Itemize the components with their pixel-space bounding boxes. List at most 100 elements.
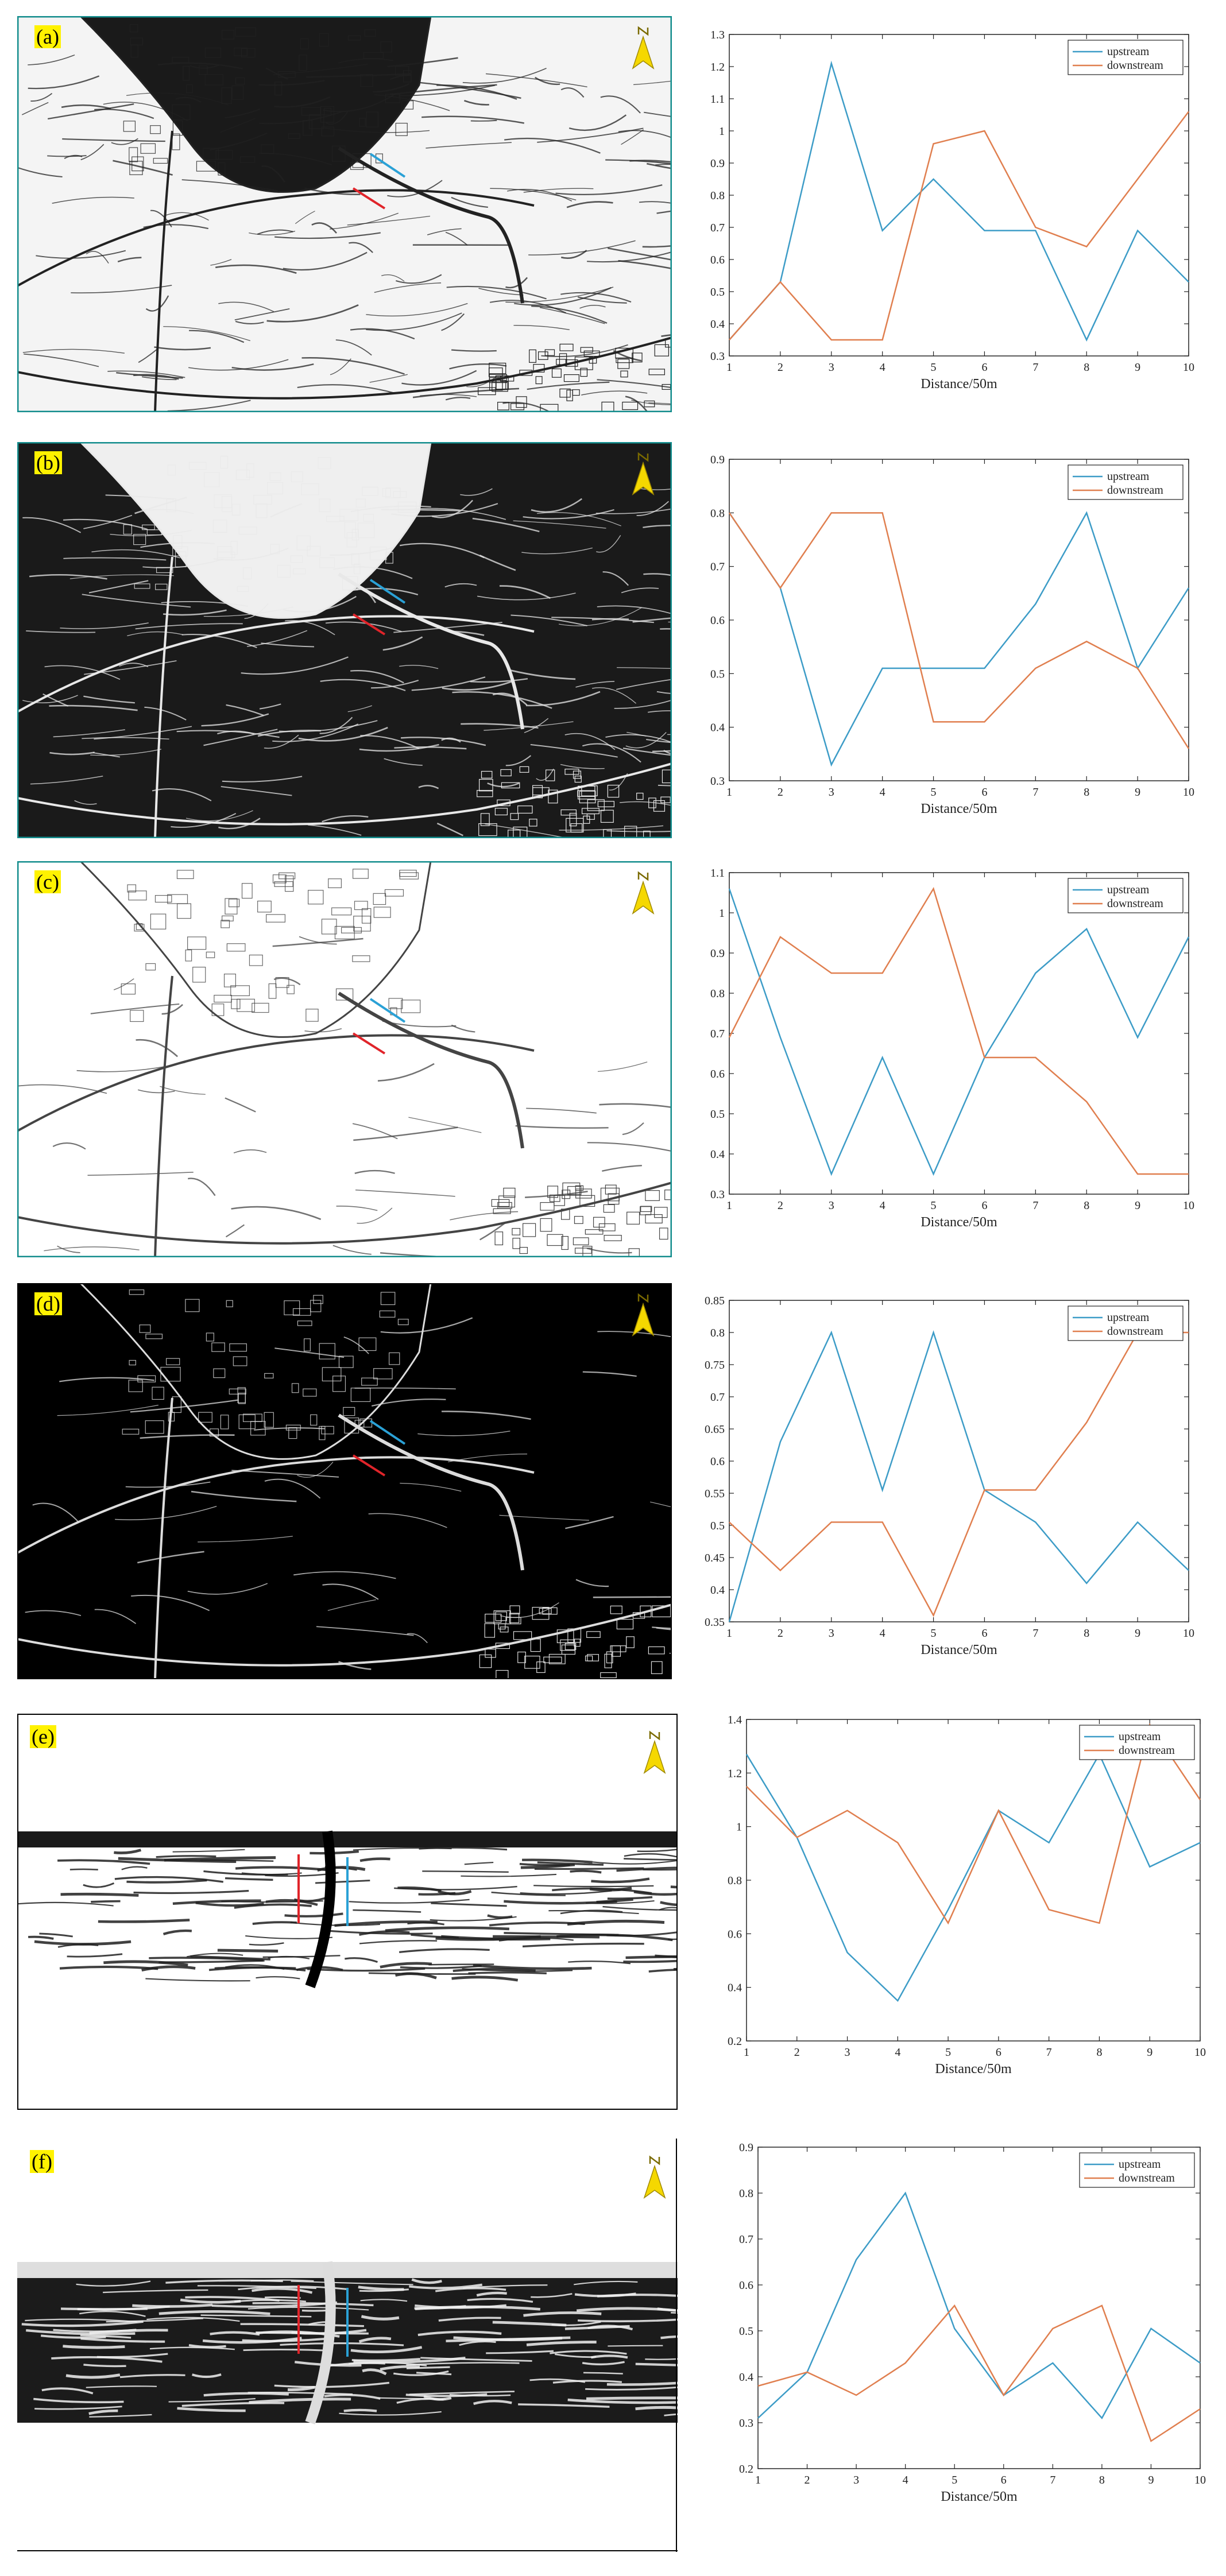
plot-area bbox=[746, 1719, 1201, 2042]
x-tick-label: 2 bbox=[778, 786, 783, 799]
x-tick-label: 2 bbox=[778, 1627, 783, 1640]
x-tick-label: 4 bbox=[880, 786, 885, 799]
y-tick-label: 0.5 bbox=[710, 1520, 725, 1532]
upstream-marker bbox=[369, 579, 406, 604]
bridge bbox=[305, 1830, 336, 1989]
y-tick-label: 1.3 bbox=[710, 29, 725, 41]
y-tick-label: 1 bbox=[719, 125, 725, 138]
y-tick-label: 0.7 bbox=[710, 222, 725, 234]
remote-sensing-image bbox=[17, 442, 672, 838]
remote-sensing-image bbox=[17, 2139, 678, 2552]
x-tick-label: 9 bbox=[1148, 2474, 1154, 2486]
y-tick-label: 0.4 bbox=[710, 1148, 725, 1161]
x-tick-label: 8 bbox=[1084, 786, 1089, 799]
upstream-marker bbox=[369, 1420, 406, 1445]
x-tick-label: 8 bbox=[1099, 2474, 1105, 2486]
y-tick-label: 0.9 bbox=[710, 157, 725, 170]
x-tick-label: 6 bbox=[1001, 2474, 1007, 2486]
x-tick-label: 1 bbox=[755, 2474, 761, 2486]
legend-label: downstream bbox=[1119, 1744, 1175, 1757]
x-axis-label: Distance/50m bbox=[921, 1215, 997, 1230]
river-bank-upper bbox=[17, 189, 535, 287]
y-tick-label: 0.3 bbox=[710, 350, 725, 363]
x-tick-label: 5 bbox=[945, 2046, 951, 2059]
line-chart: 0.35 0.4 0.45 0.5 0.55 0.6 0.65 0.7 0.75 0.8 0.85 1… bbox=[705, 1295, 1194, 1657]
y-tick-label: 1.4 bbox=[728, 1714, 742, 1726]
x-tick-label: 3 bbox=[829, 1199, 834, 1212]
river-bank-lower bbox=[17, 1603, 672, 1667]
plot-area bbox=[729, 459, 1189, 781]
y-tick-label: 0.7 bbox=[710, 1028, 725, 1040]
line-chart: 0.3 0.4 0.5 0.6 0.7 0.8 0.9 1 2 3 4 5 6 7 8 9 10 Distance… bbox=[710, 454, 1194, 816]
upstream-marker bbox=[369, 153, 406, 178]
chart-panel: 0.2 0.4 0.6 0.8 1 1.2 1.4 1 2 3 4 5 6 7 8 9 10 Distance/5… bbox=[724, 1714, 1206, 2081]
x-tick-label: 5 bbox=[931, 361, 937, 374]
series-line-downstream bbox=[729, 1331, 1189, 1617]
x-tick-label: 9 bbox=[1135, 786, 1140, 799]
y-tick-label: 0.2 bbox=[728, 2035, 742, 2048]
x-axis-label: Distance/50m bbox=[921, 1643, 997, 1657]
series-line-downstream bbox=[729, 111, 1189, 341]
x-tick-label: 5 bbox=[931, 1627, 937, 1640]
y-tick-label: 0.85 bbox=[705, 1295, 725, 1307]
x-tick-label: 9 bbox=[1147, 2046, 1152, 2059]
x-tick-label: 9 bbox=[1135, 361, 1140, 374]
line-chart: 0.3 0.4 0.5 0.6 0.7 0.8 0.9 1 1.1 1 2 3 4 5 6 7 8 9 10 Dist… bbox=[710, 867, 1194, 1230]
series-line-downstream bbox=[728, 886, 1189, 1175]
legend-label: downstream bbox=[1107, 1325, 1163, 1338]
y-tick-label: 0.8 bbox=[728, 1874, 742, 1887]
legend-label: downstream bbox=[1107, 484, 1163, 497]
x-tick-label: 7 bbox=[1032, 1199, 1038, 1212]
y-tick-label: 0.5 bbox=[710, 1108, 725, 1121]
x-tick-label: 10 bbox=[1183, 1199, 1194, 1212]
x-tick-label: 1 bbox=[726, 1199, 732, 1212]
line-chart: 0.2 0.3 0.4 0.5 0.6 0.7 0.8 0.9 1 2 3 4 5 6 7 8 9 10 Dista… bbox=[739, 2141, 1206, 2504]
legend-label: upstream bbox=[1107, 45, 1150, 58]
plot-area bbox=[729, 1300, 1189, 1622]
x-tick-label: 7 bbox=[1032, 361, 1038, 374]
x-tick-label: 3 bbox=[829, 786, 834, 799]
y-tick-label: 0.9 bbox=[710, 454, 725, 466]
bridge bbox=[338, 1413, 524, 1571]
x-tick-label: 3 bbox=[853, 2474, 859, 2486]
x-tick-label: 5 bbox=[952, 2474, 957, 2486]
x-axis-label: Distance/50m bbox=[921, 377, 997, 392]
y-tick-label: 1.2 bbox=[728, 1767, 742, 1780]
downstream-marker bbox=[352, 613, 386, 636]
chart-panel: 0.2 0.3 0.4 0.5 0.6 0.7 0.8 0.9 1 2 3 4 5 6 7 8 9 10 Dista… bbox=[735, 2141, 1206, 2509]
y-tick-label: 0.6 bbox=[710, 614, 725, 627]
legend-label: downstream bbox=[1119, 2172, 1175, 2184]
x-tick-label: 6 bbox=[981, 361, 987, 374]
y-tick-label: 0.6 bbox=[710, 1068, 725, 1080]
legend-label: upstream bbox=[1119, 1730, 1161, 1743]
y-tick-label: 0.6 bbox=[710, 254, 725, 266]
x-tick-label: 8 bbox=[1084, 361, 1089, 374]
x-tick-label: 2 bbox=[778, 361, 783, 374]
y-tick-label: 1.2 bbox=[710, 61, 725, 73]
north-arrow-icon bbox=[643, 1730, 666, 1774]
panel-label: (d) bbox=[34, 1292, 62, 1315]
y-tick-label: 1 bbox=[736, 1821, 742, 1834]
x-tick-label: 10 bbox=[1194, 2046, 1206, 2059]
y-tick-label: 0.5 bbox=[739, 2325, 753, 2338]
x-tick-label: 7 bbox=[1050, 2474, 1055, 2486]
y-tick-label: 0.5 bbox=[710, 668, 725, 680]
x-axis-label: Distance/50m bbox=[941, 2489, 1018, 2504]
x-tick-label: 1 bbox=[726, 786, 732, 799]
bridge bbox=[338, 146, 524, 304]
legend-label: downstream bbox=[1107, 897, 1163, 910]
x-tick-label: 4 bbox=[880, 361, 885, 374]
north-arrow-icon bbox=[632, 26, 655, 69]
y-tick-label: 0.75 bbox=[705, 1359, 725, 1372]
line-chart: 0.2 0.4 0.6 0.8 1 1.2 1.4 1 2 3 4 5 6 7 8 9 10 Distance/5… bbox=[728, 1714, 1206, 2077]
panel-label: (f) bbox=[30, 2150, 54, 2173]
urban-area bbox=[79, 442, 432, 619]
y-tick-label: 1 bbox=[719, 907, 725, 920]
y-tick-label: 0.45 bbox=[705, 1552, 725, 1564]
north-arrow-icon bbox=[643, 2155, 666, 2199]
urban-area bbox=[79, 16, 432, 193]
y-tick-label: 0.6 bbox=[739, 2279, 753, 2292]
